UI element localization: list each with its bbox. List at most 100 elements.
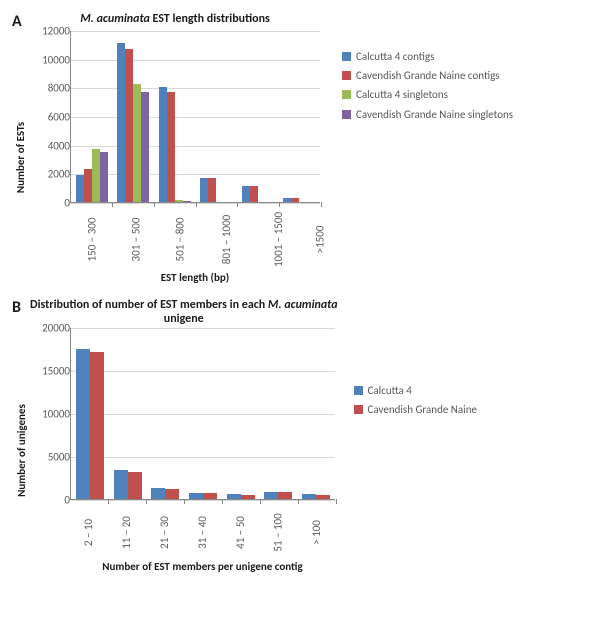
category: [279, 43, 321, 202]
figure: A M. acuminata EST length distributions …: [0, 0, 600, 622]
ytick-label: 10000: [42, 408, 70, 421]
bar: [183, 201, 191, 202]
category: [154, 43, 196, 202]
bar: [165, 489, 179, 499]
bars-layer: [71, 349, 335, 499]
category: [222, 349, 260, 499]
category: [71, 43, 113, 202]
xtick-mark: [321, 202, 322, 207]
panel-B-plot: [70, 328, 335, 500]
ytick-label: 10000: [42, 53, 70, 66]
bar: [291, 198, 299, 202]
legend-text: Cavendish Grande Naine singletons: [356, 108, 513, 121]
legend-swatch: [342, 110, 351, 119]
xtick-mark: [298, 499, 299, 504]
xtick-label: 11 − 20: [108, 506, 146, 558]
xtick-mark: [108, 499, 109, 504]
ytick-label: 8000: [48, 82, 70, 95]
legend-text: Cavendish Grande Naine contigs: [356, 69, 500, 82]
xtick-mark: [279, 202, 280, 207]
bar: [316, 495, 330, 499]
xtick-mark: [336, 499, 337, 504]
panel-B: B Distribution of number of EST members …: [12, 298, 588, 573]
bar: [90, 352, 104, 499]
xtick-label: 51 − 100: [259, 506, 297, 558]
ytick-label: 5000: [48, 451, 70, 464]
category: [184, 349, 222, 499]
legend-item: Calcutta 4 contigs: [342, 50, 513, 63]
panel-A-ylabel: Number of ESTs: [15, 122, 28, 193]
panel-B-chart: Number of unigenes 05000100001500020000 …: [12, 328, 338, 573]
category: [71, 349, 109, 499]
bar: [200, 178, 208, 202]
grid-line: [71, 328, 335, 329]
category: [297, 349, 335, 499]
xtick-mark: [184, 499, 185, 504]
legend-swatch: [342, 71, 351, 80]
bar: [283, 198, 291, 202]
xtick-mark: [237, 202, 238, 207]
xtick-label: 150 − 300: [70, 209, 114, 269]
xtick-label: 801 − 1000: [202, 209, 251, 269]
legend-item: Calcutta 4: [354, 384, 477, 397]
legend-item: Calcutta 4 singletons: [342, 88, 513, 101]
bars-layer: [71, 43, 320, 202]
bar: [278, 492, 292, 499]
category: [196, 43, 238, 202]
xtick-label: >1500: [306, 209, 334, 269]
xtick-label: 41 − 50: [221, 506, 259, 558]
ytick-label: 4000: [48, 139, 70, 152]
bar: [203, 493, 217, 499]
legend-text: Calcutta 4 contigs: [356, 50, 434, 63]
bar: [114, 470, 128, 499]
xtick-mark: [112, 202, 113, 207]
category: [260, 349, 298, 499]
bar: [128, 472, 142, 499]
legend-swatch: [354, 386, 363, 395]
xtick-label: 1001 − 1500: [251, 209, 306, 269]
panel-B-legend: Calcutta 4 Cavendish Grande Naine: [354, 384, 477, 416]
xtick-mark: [154, 202, 155, 207]
xtick-mark: [146, 499, 147, 504]
legend-item: Cavendish Grande Naine singletons: [342, 108, 513, 121]
bar: [167, 92, 175, 202]
xtick-mark: [222, 499, 223, 504]
ytick-label: 20000: [42, 322, 70, 335]
bar: [125, 49, 133, 202]
legend-text: Cavendish Grande Naine: [368, 403, 477, 416]
bar: [227, 494, 241, 499]
xtick-label: 21 − 30: [146, 506, 184, 558]
ytick-label: 6000: [48, 111, 70, 124]
legend-text: Calcutta 4: [368, 384, 412, 397]
grid-line: [71, 500, 335, 501]
panel-B-yticks: 05000100001500020000: [30, 328, 70, 500]
bar: [84, 169, 92, 202]
legend-text: Calcutta 4 singletons: [356, 88, 448, 101]
legend-swatch: [342, 52, 351, 61]
bar: [250, 186, 258, 202]
panel-A-label: A: [12, 12, 30, 31]
panel-A-xlabel: EST length (bp): [70, 271, 320, 284]
legend-item: Cavendish Grande Naine contigs: [342, 69, 513, 82]
ytick-label: 2000: [48, 168, 70, 181]
bar: [175, 200, 183, 202]
bar: [241, 495, 255, 499]
xtick-label: > 100: [297, 506, 335, 558]
panel-A-plot: [70, 31, 320, 203]
category: [237, 43, 279, 202]
panel-A: A M. acuminata EST length distributions …: [12, 12, 588, 284]
panel-A-yticks: 020004000600080001000012000: [30, 31, 70, 203]
bar: [76, 175, 84, 202]
xtick-mark: [260, 499, 261, 504]
panel-A-legend: Calcutta 4 contigs Cavendish Grande Naine…: [342, 50, 513, 121]
bar: [159, 87, 167, 202]
panel-B-ylabel: Number of unigenes: [15, 404, 28, 497]
category: [146, 349, 184, 499]
xtick-label: 501 − 800: [158, 209, 202, 269]
bar: [264, 492, 278, 499]
panel-A-title: M. acuminata EST length distributions: [30, 12, 320, 26]
xtick-label: 2 − 10: [70, 506, 108, 558]
xtick-label: 31 − 40: [183, 506, 221, 558]
bar: [208, 178, 216, 202]
legend-swatch: [354, 405, 363, 414]
